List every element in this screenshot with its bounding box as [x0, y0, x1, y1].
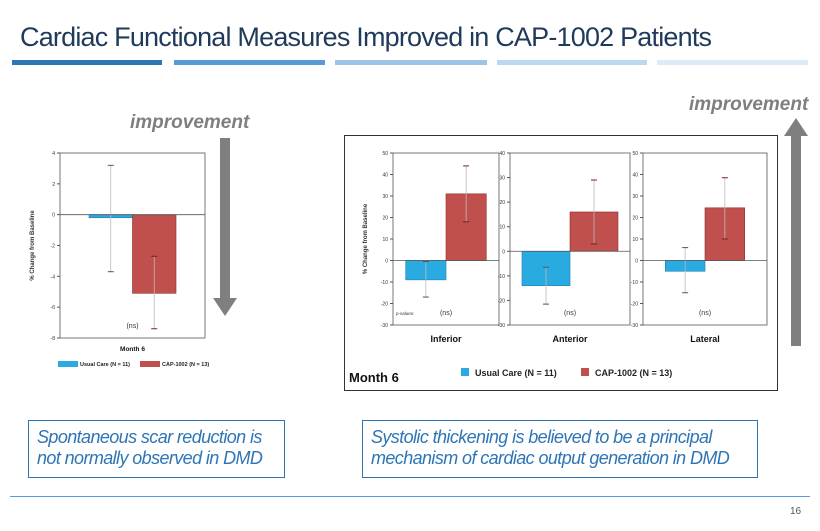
y-tick-label: 2 — [52, 182, 55, 188]
y-tick-label: 40 — [632, 173, 638, 179]
y-tick-label: -30 — [498, 323, 505, 329]
y-tick-label: 0 — [52, 213, 55, 219]
y-tick-label: -30 — [381, 323, 388, 329]
improvement-label-left: improvement — [130, 112, 250, 133]
improvement-label-right: improvement — [689, 94, 809, 115]
y-tick-label: 10 — [499, 225, 505, 231]
callout-right: Systolic thickening is believed to be a … — [362, 420, 758, 478]
legend-swatch-usual-care — [461, 368, 469, 376]
y-tick-label: -6 — [51, 305, 56, 311]
plot-area — [59, 152, 206, 339]
accent-bar — [497, 60, 647, 65]
x-axis-label: Lateral — [690, 334, 720, 344]
page-number: 16 — [790, 506, 802, 517]
y-tick-label: 50 — [632, 151, 638, 157]
footer-divider — [10, 496, 810, 497]
x-axis-label: Anterior — [552, 334, 588, 344]
y-tick-label: -20 — [381, 302, 388, 308]
legend-cap1002: CAP-1002 (N = 13) — [162, 362, 209, 368]
arrow-down-icon — [213, 138, 237, 316]
y-tick-label: -8 — [51, 336, 56, 342]
legend-swatch-cap1002 — [581, 368, 589, 376]
chart-panel-right: 50 40 30 20 10 0 -10 -20 -30 (ns) p-values: Inferio… — [344, 135, 778, 391]
annotation-ns: (ns) — [440, 310, 452, 317]
y-tick-label: 30 — [499, 176, 505, 182]
accent-bar — [335, 60, 487, 65]
y-tick-label: 20 — [382, 216, 388, 222]
chart-left: 4 2 0 -2 -4 -6 -8 (ns) Month 6 % Change from Base… — [30, 151, 209, 368]
y-axis-label: % Change from Baseline — [30, 210, 36, 281]
y-tick-label: 0 — [502, 249, 505, 255]
y-tick-label: 0 — [635, 259, 638, 265]
annotation-ns: (ns) — [126, 323, 138, 330]
y-tick-label: -4 — [51, 274, 56, 280]
y-tick-label: 20 — [632, 216, 638, 222]
y-tick-label: 10 — [382, 237, 388, 243]
legend-swatch-usual-care — [58, 361, 78, 367]
legend-usual-care: Usual Care (N = 11) — [475, 368, 557, 378]
y-tick-label: 4 — [52, 151, 55, 157]
y-tick-label: 20 — [499, 200, 505, 206]
x-axis-label: Month 6 — [120, 346, 145, 353]
callout-left: Spontaneous scar reduction is not normal… — [28, 420, 285, 478]
y-tick-label: -10 — [381, 280, 388, 286]
y-tick-label: -20 — [631, 302, 638, 308]
annotation-ns: (ns) — [699, 310, 711, 317]
y-tick-label: -2 — [51, 244, 56, 250]
accent-bar — [174, 60, 325, 65]
accent-bar — [657, 60, 808, 65]
y-tick-label: 50 — [382, 151, 388, 157]
legend-usual-care: Usual Care (N = 11) — [80, 362, 130, 368]
page-title: Cardiac Functional Measures Improved in … — [20, 22, 712, 52]
y-tick-label: 40 — [382, 173, 388, 179]
accent-bar — [12, 60, 162, 65]
y-tick-label: 30 — [632, 194, 638, 200]
legend-cap1002: CAP-1002 (N = 13) — [595, 368, 672, 378]
arrow-up-icon — [784, 118, 808, 346]
y-tick-label: 0 — [385, 259, 388, 265]
y-tick-label: -20 — [498, 298, 505, 304]
y-tick-label: -10 — [631, 280, 638, 286]
y-tick-label: -10 — [498, 274, 505, 280]
y-axis-label: % Change from Baseline — [363, 203, 369, 274]
p-values-label: p-values: — [396, 311, 414, 316]
month-label: Month 6 — [349, 370, 399, 385]
y-tick-label: -30 — [631, 323, 638, 329]
legend-swatch-cap1002 — [140, 361, 160, 367]
x-axis-label: Inferior — [430, 334, 462, 344]
annotation-ns: (ns) — [564, 310, 576, 317]
y-tick-label: 30 — [382, 194, 388, 200]
y-tick-label: 40 — [499, 151, 505, 157]
y-tick-label: 10 — [632, 237, 638, 243]
